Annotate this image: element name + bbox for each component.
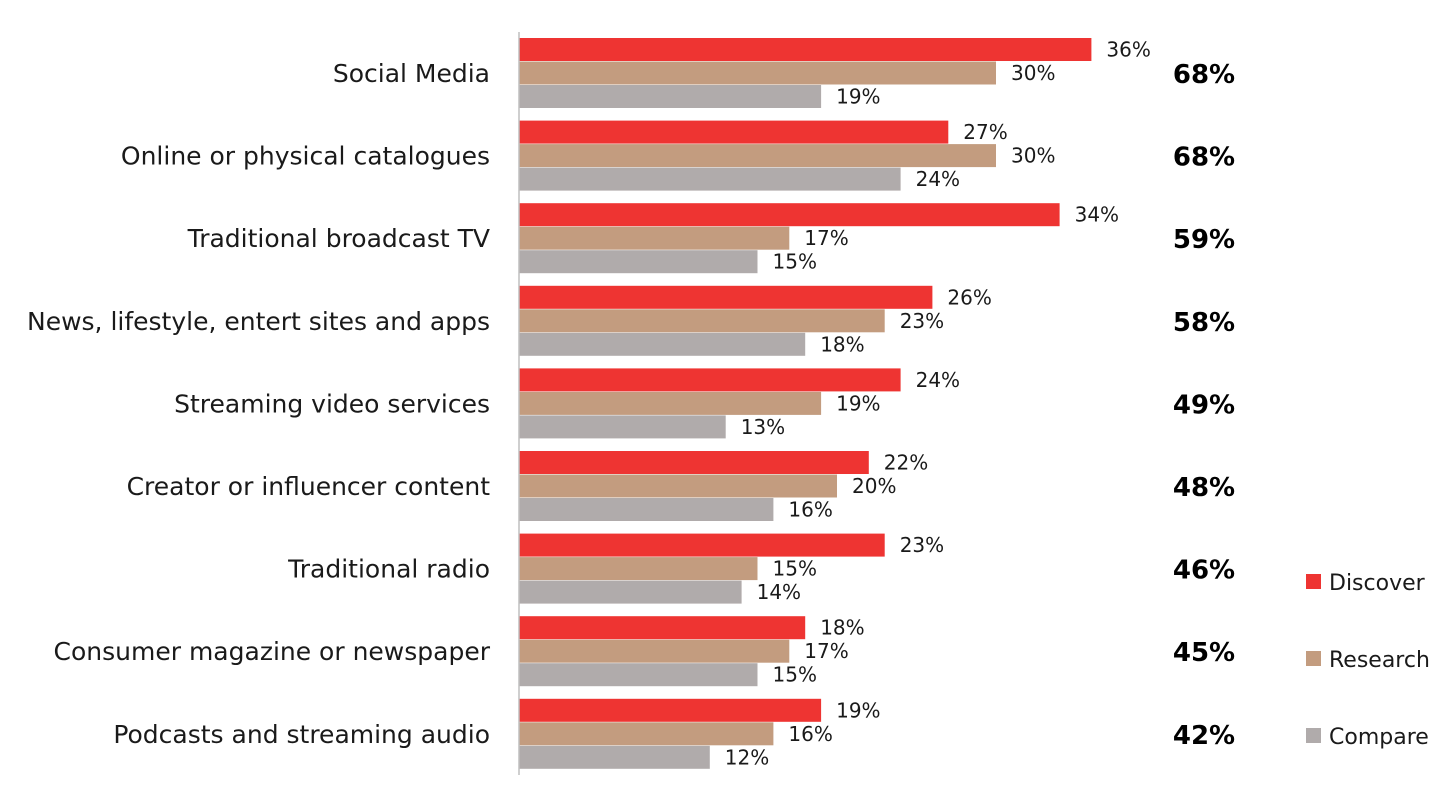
legend-swatch-research xyxy=(1306,651,1321,666)
value-label-discover-traditional-broadcast-tv: 34% xyxy=(1075,203,1119,227)
value-label-discover-online-or-physical-catalogues: 27% xyxy=(963,120,1007,144)
total-label-social-media: 68% xyxy=(1173,60,1235,90)
bar-compare-podcasts-and-streaming-audio xyxy=(519,745,710,769)
value-label-discover-consumer-magazine-or-newspaper: 18% xyxy=(820,616,864,640)
category-label-online-or-physical-catalogues: Online or physical catalogues xyxy=(121,142,490,171)
bar-discover-podcasts-and-streaming-audio xyxy=(519,698,822,722)
bar-compare-traditional-radio xyxy=(519,580,742,604)
bar-compare-creator-or-influencer-content xyxy=(519,498,774,521)
legend-swatch-compare xyxy=(1306,728,1321,743)
value-label-research-traditional-broadcast-tv: 17% xyxy=(804,226,848,250)
bar-discover-traditional-radio xyxy=(519,533,885,557)
legend-swatch-discover xyxy=(1306,574,1321,589)
bar-compare-traditional-broadcast-tv xyxy=(519,250,758,274)
value-label-discover-social-media: 36% xyxy=(1106,38,1150,62)
bar-research-podcasts-and-streaming-audio xyxy=(519,722,774,746)
legend-label-discover: Discover xyxy=(1329,571,1426,596)
bar-discover-creator-or-influencer-content xyxy=(519,451,869,474)
value-labels-layer: 36%30%19%27%30%24%34%17%15%26%23%18%24%1… xyxy=(725,38,1151,770)
value-label-research-online-or-physical-catalogues: 30% xyxy=(1011,144,1055,168)
value-label-discover-traditional-radio: 23% xyxy=(900,533,944,557)
value-label-compare-social-media: 19% xyxy=(836,85,880,109)
value-label-research-podcasts-and-streaming-audio: 16% xyxy=(788,722,832,746)
category-label-traditional-broadcast-tv: Traditional broadcast TV xyxy=(187,224,490,253)
bar-research-consumer-magazine-or-newspaper xyxy=(519,639,790,663)
bar-research-streaming-video-services xyxy=(519,391,822,415)
bar-research-news-lifestyle-entert-sites-and-apps xyxy=(519,309,885,333)
value-label-research-traditional-radio: 15% xyxy=(773,557,817,581)
bars-layer xyxy=(519,38,1092,769)
bar-research-traditional-broadcast-tv xyxy=(519,226,790,250)
bar-compare-streaming-video-services xyxy=(519,415,726,439)
category-label-social-media: Social Media xyxy=(333,59,490,88)
category-label-traditional-radio: Traditional radio xyxy=(287,555,490,584)
bar-discover-online-or-physical-catalogues xyxy=(519,120,949,144)
total-label-news-lifestyle-entert-sites-and-apps: 58% xyxy=(1173,308,1235,338)
category-label-creator-or-influencer-content: Creator or influencer content xyxy=(127,472,491,501)
value-label-discover-podcasts-and-streaming-audio: 19% xyxy=(836,698,880,722)
value-label-research-creator-or-influencer-content: 20% xyxy=(852,474,896,498)
value-label-research-consumer-magazine-or-newspaper: 17% xyxy=(804,639,848,663)
value-label-discover-news-lifestyle-entert-sites-and-apps: 26% xyxy=(947,285,991,309)
value-label-compare-consumer-magazine-or-newspaper: 15% xyxy=(773,663,817,687)
total-label-podcasts-and-streaming-audio: 42% xyxy=(1173,721,1235,751)
total-label-traditional-radio: 46% xyxy=(1173,556,1235,586)
bar-discover-traditional-broadcast-tv xyxy=(519,203,1060,227)
bar-discover-social-media xyxy=(519,38,1092,61)
value-label-compare-streaming-video-services: 13% xyxy=(741,415,785,439)
value-label-discover-creator-or-influencer-content: 22% xyxy=(884,451,928,475)
value-label-compare-news-lifestyle-entert-sites-and-apps: 18% xyxy=(820,332,864,356)
total-label-online-or-physical-catalogues: 68% xyxy=(1173,143,1235,173)
value-label-compare-traditional-radio: 14% xyxy=(757,580,801,604)
bar-research-social-media xyxy=(519,61,996,85)
bar-discover-news-lifestyle-entert-sites-and-apps xyxy=(519,285,933,309)
value-label-research-news-lifestyle-entert-sites-and-apps: 23% xyxy=(900,309,944,333)
bar-compare-social-media xyxy=(519,85,822,108)
total-label-creator-or-influencer-content: 48% xyxy=(1173,473,1235,503)
value-label-research-streaming-video-services: 19% xyxy=(836,391,880,415)
value-label-discover-streaming-video-services: 24% xyxy=(916,368,960,392)
legend-label-research: Research xyxy=(1329,648,1430,673)
bar-discover-consumer-magazine-or-newspaper xyxy=(519,616,806,640)
value-label-research-social-media: 30% xyxy=(1011,61,1055,85)
bar-research-online-or-physical-catalogues xyxy=(519,144,996,168)
value-label-compare-online-or-physical-catalogues: 24% xyxy=(916,167,960,191)
bar-compare-online-or-physical-catalogues xyxy=(519,167,901,191)
bar-compare-consumer-magazine-or-newspaper xyxy=(519,663,758,687)
totals-layer: 68% 68% 59% 58% 49% 48% 46% 45% 42% xyxy=(1173,60,1235,751)
category-label-consumer-magazine-or-newspaper: Consumer magazine or newspaper xyxy=(54,637,491,666)
category-labels-layer: Social Media Online or physical catalogue… xyxy=(27,59,491,749)
total-label-consumer-magazine-or-newspaper: 45% xyxy=(1173,638,1235,668)
value-label-compare-creator-or-influencer-content: 16% xyxy=(788,498,832,522)
total-label-traditional-broadcast-tv: 59% xyxy=(1173,225,1235,255)
legend: Discover Research Compare xyxy=(1306,571,1430,750)
value-label-compare-podcasts-and-streaming-audio: 12% xyxy=(725,745,769,769)
bar-research-traditional-radio xyxy=(519,557,758,581)
bar-discover-streaming-video-services xyxy=(519,368,901,392)
value-label-compare-traditional-broadcast-tv: 15% xyxy=(773,250,817,274)
bar-research-creator-or-influencer-content xyxy=(519,474,837,498)
category-label-news-lifestyle-entert-sites-and-apps: News, lifestyle, entert sites and apps xyxy=(27,307,490,336)
category-label-streaming-video-services: Streaming video services xyxy=(174,389,490,418)
legend-label-compare: Compare xyxy=(1329,725,1429,750)
total-label-streaming-video-services: 49% xyxy=(1173,390,1235,420)
category-label-podcasts-and-streaming-audio: Podcasts and streaming audio xyxy=(113,720,490,749)
bar-compare-news-lifestyle-entert-sites-and-apps xyxy=(519,332,806,356)
